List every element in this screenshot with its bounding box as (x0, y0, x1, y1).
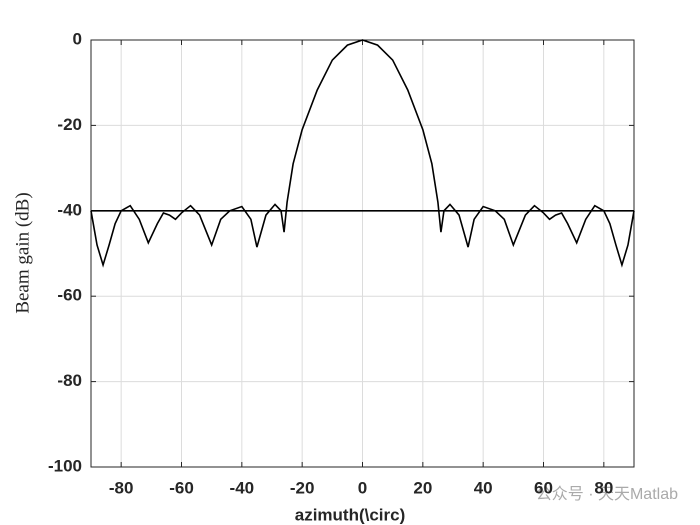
x-tick-label: -20 (290, 478, 315, 497)
y-tick-label: -60 (57, 286, 82, 305)
watermark: 公众号 · 天天Matlab (536, 485, 678, 503)
x-tick-label: 0 (358, 478, 367, 497)
x-axis-label: azimuth(\circ) (295, 505, 406, 524)
y-tick-label: -100 (48, 456, 82, 475)
x-tick-label: 60 (534, 478, 553, 497)
data-line (90, 39, 635, 268)
x-tick-label: -60 (169, 478, 194, 497)
x-tick-label: 40 (474, 478, 493, 497)
y-axis-label: Beam gain (dB) (12, 192, 33, 313)
x-tick-label: -80 (109, 478, 134, 497)
y-tick-label: 0 (73, 29, 82, 48)
y-tick-label: -80 (57, 371, 82, 390)
x-tick-label: 80 (594, 478, 613, 497)
x-tick-label: 20 (413, 478, 432, 497)
x-tick-label: -40 (230, 478, 255, 497)
y-tick-label: -40 (57, 200, 82, 219)
y-tick-label: -20 (57, 115, 82, 134)
